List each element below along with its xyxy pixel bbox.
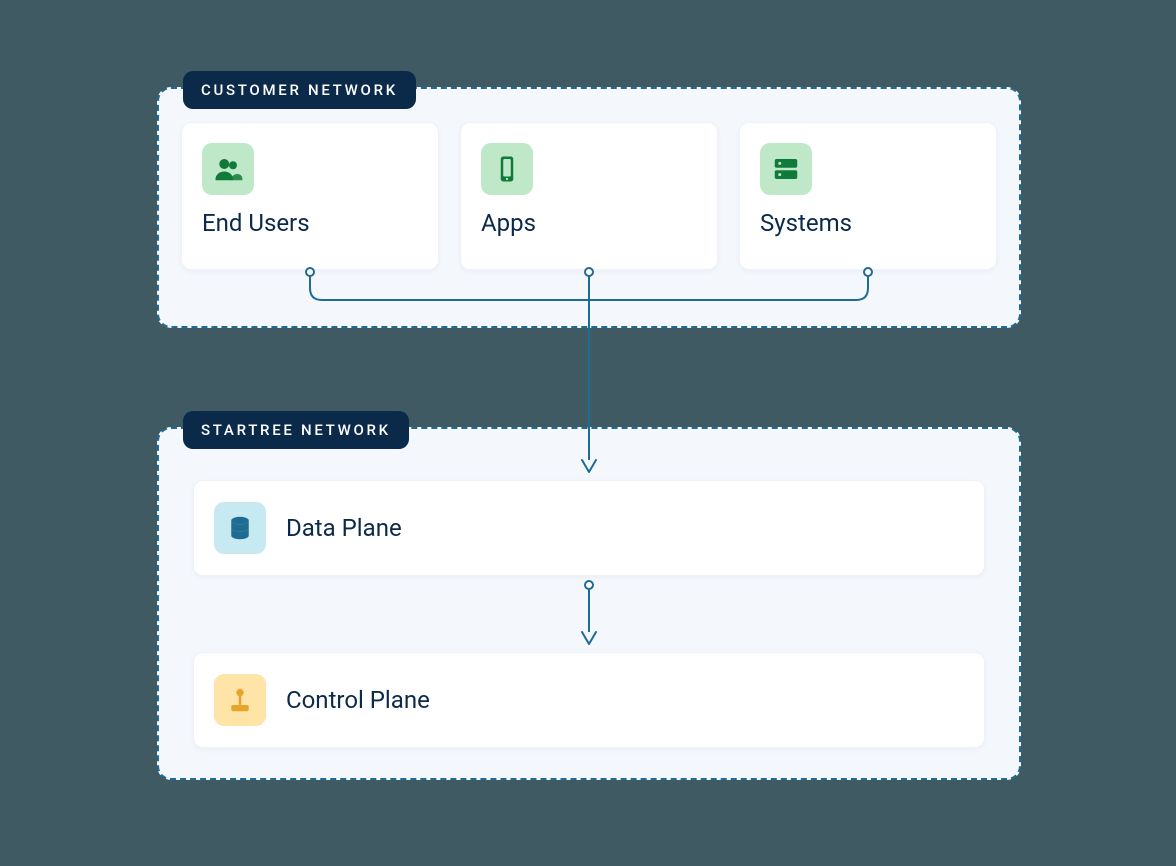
users-icon	[202, 143, 254, 195]
control-plane-card: Control Plane	[193, 652, 985, 748]
data-plane-card: Data Plane	[193, 480, 985, 576]
phone-icon	[481, 143, 533, 195]
systems-card: Systems	[739, 122, 997, 270]
apps-label: Apps	[481, 209, 697, 237]
systems-label: Systems	[760, 209, 976, 237]
apps-card: Apps	[460, 122, 718, 270]
control-plane-label: Control Plane	[286, 686, 430, 714]
customer-network-badge: CUSTOMER NETWORK	[183, 71, 416, 109]
server-icon	[760, 143, 812, 195]
database-icon	[214, 502, 266, 554]
end-users-card: End Users	[181, 122, 439, 270]
data-plane-label: Data Plane	[286, 514, 402, 542]
startree-network-badge: STARTREE NETWORK	[183, 411, 409, 449]
joystick-icon	[214, 674, 266, 726]
end-users-label: End Users	[202, 209, 418, 237]
